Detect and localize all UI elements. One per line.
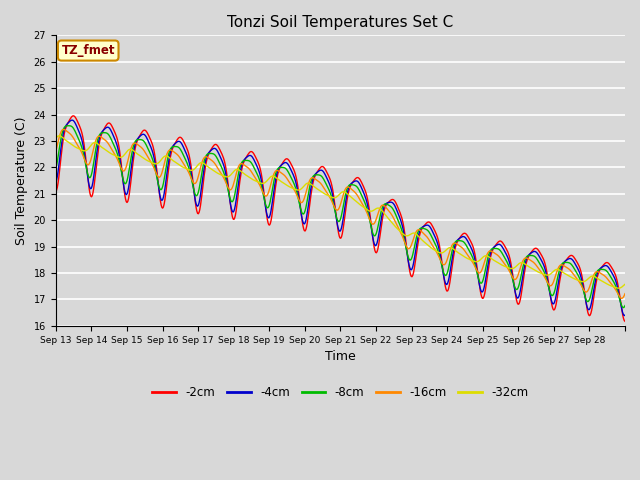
Line: -16cm: -16cm	[56, 130, 625, 298]
-4cm	[68, 117, 76, 123]
-2cm	[621, 318, 629, 324]
Text: TZ_fmet: TZ_fmet	[61, 44, 115, 57]
-2cm	[274, 172, 282, 178]
-32cm	[56, 133, 63, 139]
-32cm	[120, 153, 127, 159]
Legend: -2cm, -4cm, -8cm, -16cm, -32cm: -2cm, -4cm, -8cm, -16cm, -32cm	[148, 381, 533, 404]
-32cm	[52, 135, 60, 141]
-32cm	[252, 178, 260, 184]
-4cm	[224, 184, 232, 190]
-16cm	[274, 168, 282, 173]
-2cm	[252, 156, 260, 161]
-16cm	[224, 184, 232, 190]
-16cm	[432, 248, 440, 253]
-32cm	[224, 174, 232, 180]
-32cm	[400, 232, 408, 238]
-8cm	[432, 242, 440, 248]
X-axis label: Time: Time	[325, 350, 356, 363]
-16cm	[60, 127, 67, 132]
-2cm	[70, 113, 77, 119]
-32cm	[621, 281, 629, 287]
-4cm	[400, 230, 408, 236]
-2cm	[120, 180, 127, 186]
-16cm	[52, 149, 60, 155]
-32cm	[274, 176, 282, 182]
-8cm	[224, 187, 232, 192]
-8cm	[621, 303, 629, 309]
-4cm	[252, 162, 260, 168]
-16cm	[252, 176, 260, 182]
Line: -2cm: -2cm	[56, 116, 625, 321]
Line: -32cm: -32cm	[56, 136, 625, 288]
-2cm	[52, 188, 60, 194]
-32cm	[614, 285, 622, 291]
-2cm	[400, 224, 408, 230]
-8cm	[274, 166, 282, 172]
-32cm	[432, 248, 440, 253]
-4cm	[621, 312, 629, 318]
-2cm	[432, 230, 440, 236]
-8cm	[52, 166, 60, 172]
-8cm	[65, 123, 73, 129]
-16cm	[120, 168, 127, 174]
-4cm	[52, 180, 60, 185]
-4cm	[274, 168, 282, 174]
-8cm	[252, 169, 260, 175]
Line: -8cm: -8cm	[56, 126, 625, 308]
-4cm	[620, 312, 628, 318]
-2cm	[224, 180, 232, 186]
Title: Tonzi Soil Temperatures Set C: Tonzi Soil Temperatures Set C	[227, 15, 454, 30]
-16cm	[618, 295, 626, 301]
-16cm	[400, 237, 408, 243]
-16cm	[621, 291, 629, 297]
Y-axis label: Soil Temperature (C): Soil Temperature (C)	[15, 116, 28, 245]
-8cm	[620, 305, 627, 311]
-8cm	[120, 177, 127, 183]
-4cm	[432, 236, 440, 241]
Line: -4cm: -4cm	[56, 120, 625, 315]
-8cm	[400, 235, 408, 241]
-4cm	[120, 180, 127, 186]
